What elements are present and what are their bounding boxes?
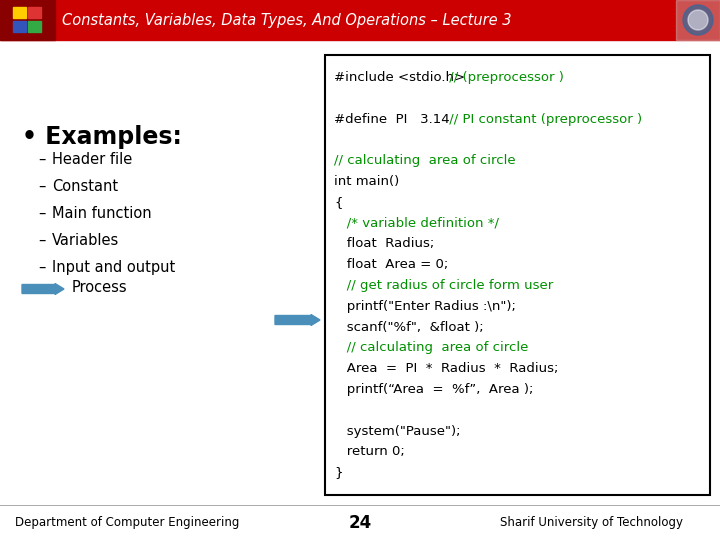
- Text: Variables: Variables: [52, 233, 120, 248]
- Text: –: –: [38, 233, 45, 248]
- Text: –: –: [38, 152, 45, 167]
- Text: 24: 24: [348, 514, 372, 531]
- Text: Constant: Constant: [52, 179, 118, 194]
- Bar: [28, 7, 41, 18]
- Text: #define  PI   3.14: #define PI 3.14: [334, 113, 454, 126]
- Text: {: {: [334, 196, 343, 209]
- Text: // calculating  area of circle: // calculating area of circle: [334, 341, 528, 354]
- Text: // PI constant (preprocessor ): // PI constant (preprocessor ): [445, 113, 642, 126]
- Text: • Examples:: • Examples:: [22, 125, 182, 149]
- Text: Header file: Header file: [52, 152, 132, 167]
- Circle shape: [683, 5, 713, 35]
- Text: Sharif University of Technology: Sharif University of Technology: [500, 516, 683, 529]
- Text: return 0;: return 0;: [334, 446, 405, 458]
- Text: –: –: [38, 260, 45, 275]
- Text: float  Radius;: float Radius;: [334, 238, 434, 251]
- Bar: [13, 21, 26, 32]
- Text: /* variable definition */: /* variable definition */: [334, 217, 499, 230]
- Bar: [0, 0, 55, 40]
- Text: #include <stdio.h>: #include <stdio.h>: [334, 71, 469, 84]
- Text: Department of Computer Engineering: Department of Computer Engineering: [15, 516, 239, 529]
- Text: // get radius of circle form user: // get radius of circle form user: [334, 279, 553, 292]
- Text: –: –: [38, 179, 45, 194]
- Bar: [28, 21, 41, 32]
- Text: float  Area = 0;: float Area = 0;: [334, 258, 449, 271]
- Text: }: }: [334, 466, 343, 479]
- Text: // (preprocessor ): // (preprocessor ): [445, 71, 564, 84]
- Bar: [325, 55, 710, 495]
- Text: // calculating  area of circle: // calculating area of circle: [334, 154, 516, 167]
- Bar: [0, 40, 720, 505]
- FancyArrow shape: [22, 284, 64, 294]
- Circle shape: [688, 10, 708, 30]
- Bar: [0, 0, 720, 40]
- Text: Area  =  PI  *  Radius  *  Radius;: Area = PI * Radius * Radius;: [334, 362, 559, 375]
- Text: scanf("%f",  &float );: scanf("%f", &float );: [334, 321, 484, 334]
- Text: printf("Enter Radius :\n");: printf("Enter Radius :\n");: [334, 300, 516, 313]
- Text: Constants, Variables, Data Types, And Operations – Lecture 3: Constants, Variables, Data Types, And Op…: [62, 12, 511, 28]
- Text: Main function: Main function: [52, 206, 152, 221]
- Text: printf(“Area  =  %f”,  Area );: printf(“Area = %f”, Area );: [334, 383, 534, 396]
- Text: system("Pause");: system("Pause");: [334, 424, 461, 437]
- FancyArrow shape: [275, 314, 320, 326]
- Text: Process: Process: [72, 280, 127, 295]
- Text: –: –: [38, 206, 45, 221]
- Text: Input and output: Input and output: [52, 260, 175, 275]
- Bar: [676, 0, 720, 40]
- Text: int main(): int main(): [334, 175, 400, 188]
- Bar: [13, 7, 26, 18]
